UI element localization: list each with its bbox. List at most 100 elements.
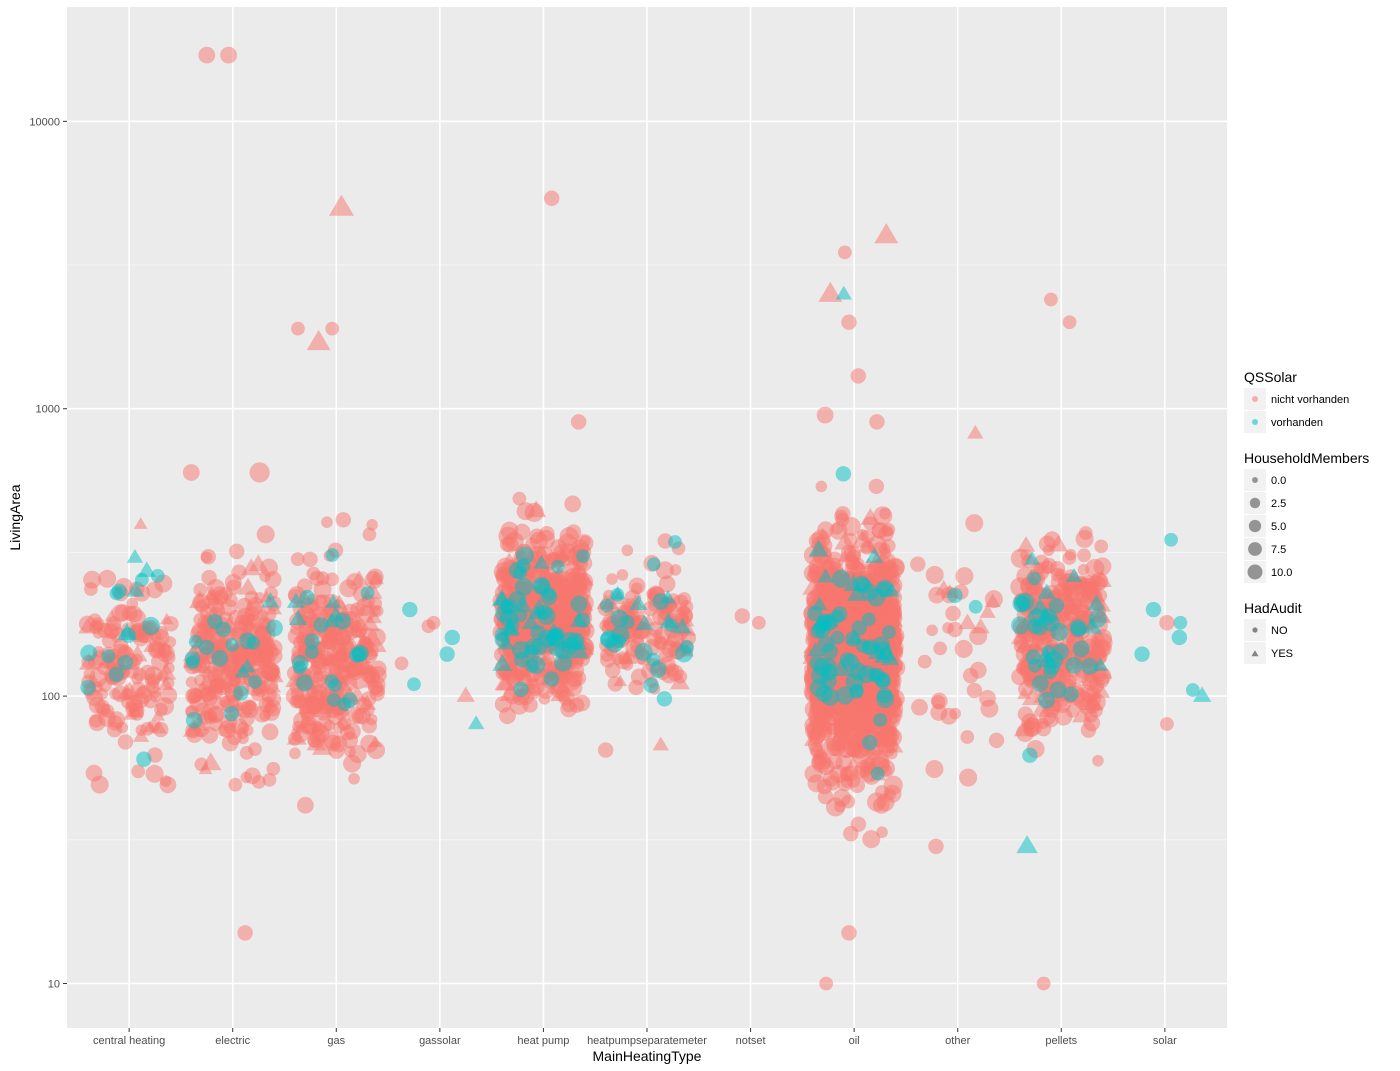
data-point-circle (571, 670, 586, 685)
legend-key-dot (1252, 396, 1258, 402)
data-point-circle (499, 707, 516, 724)
data-point-circle (1146, 602, 1161, 617)
data-point-circle (989, 733, 1004, 748)
legend-qssolar-items: nicht vorhandenvorhanden (1244, 388, 1349, 433)
data-point-circle (422, 619, 436, 633)
legend-label: 2.5 (1271, 498, 1286, 510)
x-tick-label: pellets (1045, 1035, 1077, 1047)
data-point-circle (142, 617, 160, 635)
data-point-circle (819, 977, 833, 991)
data-point-circle (573, 695, 590, 712)
data-point-circle (248, 742, 262, 756)
data-point-circle (851, 816, 866, 831)
data-point-circle (838, 246, 852, 260)
legend: QSSolar nicht vorhandenvorhanden Househo… (1244, 369, 1369, 664)
legend-label: 7.5 (1271, 544, 1286, 556)
data-point-circle (650, 661, 667, 678)
data-point-circle (534, 579, 549, 594)
legend-size-dot (1249, 520, 1261, 532)
data-point-circle (207, 614, 222, 629)
data-point-circle (342, 692, 357, 707)
data-point-circle (348, 773, 360, 785)
data-point-circle (862, 613, 876, 627)
legend-label: 5.0 (1271, 521, 1286, 533)
data-point-circle (600, 652, 615, 667)
data-point-circle (598, 742, 613, 757)
legend-shape-circle (1252, 627, 1257, 632)
data-point-circle (1022, 748, 1037, 763)
data-point-circle (544, 671, 559, 686)
data-point-circle (186, 712, 203, 729)
data-point-circle (145, 673, 160, 688)
legend-label: 10.0 (1271, 567, 1292, 579)
data-point-circle (849, 662, 867, 680)
legend-size-dot (1252, 477, 1258, 483)
data-point-circle (668, 535, 682, 549)
data-point-circle (1049, 598, 1064, 613)
data-point-circle (525, 659, 539, 673)
data-point-circle (513, 682, 528, 697)
data-point-circle (266, 762, 280, 776)
data-point-circle (362, 718, 377, 733)
legend-size-dot (1248, 542, 1262, 556)
data-point-circle (830, 631, 844, 645)
data-point-circle (629, 577, 646, 594)
data-point-circle (864, 757, 876, 769)
data-point-circle (1092, 755, 1104, 767)
data-point-circle (1094, 539, 1108, 553)
data-point-circle (881, 523, 895, 537)
data-point-circle (1134, 646, 1149, 661)
data-point-circle (326, 548, 340, 562)
data-point-circle (1011, 616, 1029, 634)
data-point-circle (233, 685, 248, 700)
data-point-circle (835, 513, 849, 527)
data-point-circle (911, 699, 928, 716)
data-point-circle (524, 645, 538, 659)
data-point-circle (512, 492, 526, 506)
data-point-circle (611, 626, 629, 644)
data-point-circle (873, 713, 887, 727)
data-point-circle (816, 685, 833, 702)
data-point-circle (395, 656, 409, 670)
data-point-circle (644, 678, 659, 693)
data-point-circle (1066, 657, 1083, 674)
data-point-circle (1038, 692, 1055, 709)
data-point-circle (107, 722, 122, 737)
data-point-circle (157, 643, 171, 657)
data-point-circle (257, 525, 275, 543)
data-point-circle (246, 636, 260, 650)
data-point-circle (1159, 615, 1174, 630)
data-point-circle (1055, 568, 1067, 580)
data-point-circle (185, 651, 200, 666)
x-axis-title: MainHeatingType (593, 1048, 702, 1064)
x-tick-label: solar (1153, 1035, 1177, 1047)
data-point-circle (1164, 533, 1178, 547)
legend-label: YES (1271, 648, 1293, 660)
x-tick-label: gassolar (419, 1035, 461, 1047)
data-point-circle (622, 545, 634, 557)
data-point-circle (189, 635, 203, 649)
data-point-circle (402, 602, 417, 617)
data-point-circle (263, 704, 280, 721)
data-point-circle (262, 723, 279, 740)
data-point-circle (600, 599, 614, 613)
data-point-circle (877, 688, 892, 703)
data-point-circle (220, 47, 237, 64)
data-point-circle (1076, 530, 1094, 548)
data-point-circle (560, 527, 579, 546)
data-point-circle (337, 718, 349, 730)
data-point-circle (133, 668, 147, 682)
data-point-circle (969, 600, 983, 614)
data-point-circle (926, 625, 938, 637)
data-point-circle (1027, 572, 1041, 586)
x-tick-label: other (945, 1035, 970, 1047)
data-point-circle (150, 691, 162, 703)
data-point-circle (918, 655, 932, 669)
data-point-circle (101, 649, 115, 663)
x-tick-label: heatpumpseparatemeter (587, 1035, 707, 1047)
data-point-circle (296, 675, 313, 692)
y-tick-label: 10 (48, 978, 60, 990)
data-point-circle (869, 414, 884, 429)
y-axis-title: LivingArea (7, 484, 23, 550)
